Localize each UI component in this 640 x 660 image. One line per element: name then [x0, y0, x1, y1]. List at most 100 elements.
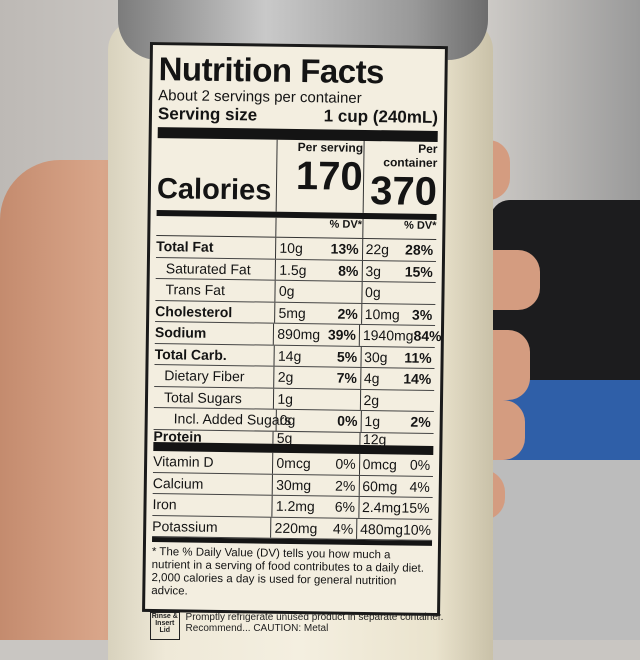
serving-dv: 2%	[335, 477, 356, 494]
serving-dv: 13%	[330, 240, 359, 258]
container-amount: 0mcg	[362, 456, 397, 473]
serving-dv: 0%	[337, 412, 358, 430]
container-amount: 3g	[365, 262, 382, 279]
per-container-values: 60mg 4%	[358, 475, 433, 497]
container-amount: 10mg	[364, 305, 400, 323]
serving-dv: 2%	[337, 305, 358, 322]
per-container-values: 10mg 3%	[360, 303, 436, 325]
container-dv: 15%	[404, 263, 433, 280]
per-container-values: 4g 14%	[359, 367, 435, 390]
per-serving-values: 1.2mg 6%	[271, 495, 359, 518]
nutrient-name: Total Sugars	[163, 388, 242, 407]
serving-amount: 0g	[278, 283, 295, 300]
serving-dv: 6%	[334, 498, 356, 516]
container-amount: 480mg	[360, 520, 404, 538]
nutrient-name: Potassium	[152, 517, 218, 535]
rinse-insert-lid-icon: Rinse & Insert Lid	[150, 612, 180, 640]
per-serving-values: 2g 7%	[273, 366, 361, 389]
per-serving-values: 0mcg 0%	[272, 452, 359, 475]
dv-label-serving: % DV*	[275, 217, 363, 238]
per-serving-values: 1g	[273, 388, 360, 410]
serving-amount: 5mg	[278, 304, 306, 321]
container-amount: 0g	[364, 284, 381, 301]
per-serving-values: 0g	[274, 280, 362, 303]
serving-amount: 890mg	[277, 326, 321, 343]
per-container-column: Per container 370	[362, 140, 438, 214]
per-container-values: 1g 2%	[360, 410, 434, 433]
serving-amount: 5g	[276, 429, 293, 446]
per-serving-values: 5mg 2%	[274, 302, 361, 324]
container-dv: 3%	[411, 306, 433, 323]
container-dv: 0%	[409, 456, 431, 474]
storage-instructions: Promptly refrigerate unused product in s…	[185, 612, 444, 634]
container-amount: 1g	[364, 413, 381, 430]
per-container-values: 0mcg 0%	[358, 453, 434, 476]
serving-dv: 7%	[336, 369, 358, 387]
serving-amount: 0mcg	[276, 455, 311, 472]
nutrient-name: Total Fat	[156, 238, 214, 256]
serving-dv: 5%	[336, 348, 358, 365]
container-amount: 12g	[362, 430, 387, 448]
per-serving-values: 1.5g 8%	[275, 259, 362, 281]
container-amount: 4g	[363, 370, 380, 387]
nutrient-name: Sodium	[154, 324, 207, 342]
container-dv: 2%	[410, 413, 431, 431]
nutrition-facts-label: Nutrition Facts About 2 servings per con…	[142, 41, 448, 617]
nutrient-name: Total Carb.	[154, 345, 227, 363]
per-serving-values: 0g 0%	[275, 409, 361, 432]
container-dv: 4%	[409, 478, 430, 495]
container-amount: 2g	[363, 391, 380, 408]
container-dv: 11%	[404, 349, 432, 366]
serving-amount: 1g	[277, 390, 294, 407]
per-container-values: 2.4mg 15%	[357, 496, 433, 519]
serving-amount: 10g	[279, 240, 303, 257]
per-serving-label: Per serving	[297, 140, 364, 155]
serving-size-label: Serving size	[157, 104, 258, 125]
nutrient-name: Dietary Fiber	[164, 367, 245, 385]
container-amount: 22g	[365, 241, 390, 258]
per-container-values: 0g	[360, 281, 436, 304]
container-dv: 10%	[402, 521, 432, 538]
serving-dv: 4%	[332, 520, 354, 537]
per-serving-values: 220mg 4%	[270, 517, 357, 539]
per-serving-values: 30mg 2%	[271, 474, 359, 496]
serving-amount: 2g	[277, 369, 294, 386]
dv-label-container: % DV*	[361, 218, 437, 239]
calories-label: Calories	[156, 173, 272, 207]
per-container-values: 30g 11%	[360, 346, 435, 368]
nutrient-name: Cholesterol	[155, 302, 233, 320]
per-container-values: 480mg 10%	[356, 518, 433, 540]
serving-amount: 1.5g	[279, 261, 307, 278]
per-serving-values: 10g 13%	[275, 237, 362, 260]
per-container-label: Per container	[383, 141, 438, 170]
calories-row: Calories Per serving 170 Per container 3…	[156, 138, 438, 220]
nutrient-name: Incl. Added Sugars	[173, 410, 292, 429]
nutrient-name: Vitamin D	[153, 453, 214, 471]
per-container-values: 3g 15%	[361, 260, 436, 282]
label-title: Nutrition Facts	[158, 50, 385, 91]
container-dv: 14%	[403, 370, 432, 388]
nutrient-name: Trans Fat	[165, 281, 226, 299]
serving-size-value: 1 cup (240mL)	[323, 106, 439, 127]
serving-amount: 220mg	[274, 519, 318, 537]
nutrient-name: Saturated Fat	[165, 259, 251, 278]
serving-amount: 14g	[277, 347, 302, 364]
nutrient-name: Iron	[152, 496, 177, 513]
container-amount: 60mg	[362, 477, 398, 495]
serving-amount: 30mg	[276, 476, 312, 493]
per-serving-values: 14g 5%	[273, 345, 361, 367]
per-serving-column: Per serving 170	[275, 139, 364, 213]
calories-per-container: 370	[369, 169, 438, 214]
container-amount: 30g	[364, 348, 388, 366]
per-container-values: 2g	[359, 389, 435, 411]
serving-amount: 1.2mg	[275, 498, 315, 515]
container-dv: 15%	[401, 499, 430, 517]
nutrient-rows: Total Fat 10g 13% 22g 28% Saturated Fat 1.5…	[153, 236, 442, 455]
can-bottom-text: Rinse & Insert Lid Promptly refrigerate …	[150, 612, 450, 640]
per-container-values: 22g 28%	[361, 238, 437, 261]
serving-dv: 8%	[338, 262, 359, 279]
container-dv: 84%	[413, 327, 442, 345]
serving-size: Serving size 1 cup (240mL)	[157, 104, 439, 142]
per-serving-values: 5g	[272, 429, 360, 446]
nutrient-name: Calcium	[152, 474, 204, 492]
